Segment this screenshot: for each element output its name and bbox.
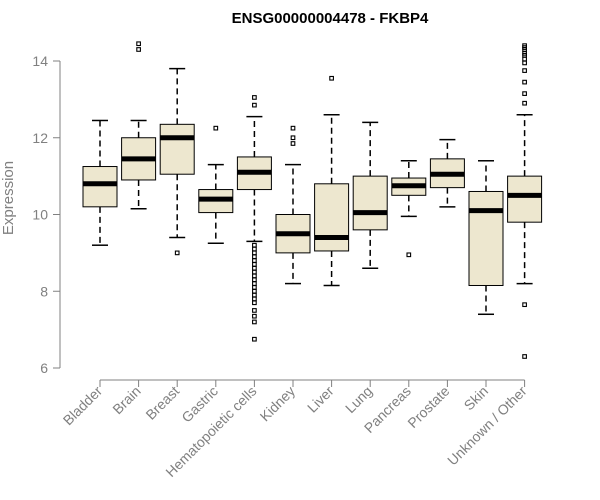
outlier-point [522,354,527,359]
outlier-point [252,288,257,294]
iqr-box [314,183,350,252]
box-prostate [429,138,465,208]
outlier-point [252,246,257,252]
box-bladder [82,119,118,246]
outlier-point [252,336,257,342]
x-tick-label: Skin [461,383,492,414]
outlier-point [252,95,257,100]
iqr-box [352,175,388,231]
outlier-point [174,250,180,256]
outlier-point [290,125,296,131]
outlier-point [136,41,141,47]
outlier-point [252,300,257,306]
outlier-point [252,281,257,286]
iqr-box [82,166,118,208]
x-tick-label: Bladder [60,383,106,429]
outlier-point [252,273,257,279]
iqr-box [507,175,543,223]
outlier-point [252,254,257,260]
outlier-point [252,292,257,298]
box-skin [468,160,504,316]
outlier-point [522,56,527,62]
outlier-point [522,100,527,106]
box-kidney [275,125,311,285]
outlier-point [252,308,257,313]
y-tick-label: 6 [40,360,48,376]
outlier-point [136,47,141,52]
x-tick-label: Brain [109,383,143,417]
outlier-point [522,79,527,85]
outlier-point [290,135,296,141]
outlier-point [252,265,257,271]
iqr-box [159,123,195,175]
y-tick-label: 8 [40,283,48,299]
x-tick-label: Lung [342,383,375,416]
outlier-point [406,252,412,258]
outlier-point [290,141,296,146]
box-breast [159,67,195,256]
outlier-point [522,60,527,66]
outlier-point [329,75,334,81]
outlier-point [522,302,527,308]
outlier-point [252,313,257,319]
x-tick-label: Prostate [404,383,452,431]
outlier-point [252,296,257,302]
outlier-point [252,285,257,290]
box-lung [352,121,388,269]
outlier-point [522,43,527,48]
outlier-point [252,242,257,248]
plot-area [82,41,543,359]
y-axis-title: Expression [0,161,17,235]
box-hematopoietic-cells [236,95,272,342]
outlier-point [252,262,257,267]
box-unknown-other [507,43,543,359]
outlier-point [213,125,219,131]
x-tick-label: Liver [304,383,337,416]
y-tick-label: 12 [32,130,48,146]
y-axis: 6 8 10 12 14 [32,53,61,376]
outlier-point [252,277,257,283]
outlier-point [252,319,257,325]
outlier-point [252,269,257,275]
box-gastric [198,125,234,245]
outlier-point [522,68,527,73]
outlier-point [252,102,257,108]
chart-title: ENSG00000004478 - FKBP4 [232,10,429,27]
box-brain [121,41,157,210]
outlier-point [252,250,257,256]
box-pancreas [391,160,427,258]
box-liver [314,75,350,287]
x-tick-label: Breast [142,383,182,423]
y-tick-label: 10 [32,207,48,223]
y-tick-label: 14 [32,53,48,69]
x-tick-label: Kidney [257,383,299,425]
iqr-box [468,190,504,286]
outlier-point [522,91,527,96]
outlier-point [252,258,257,263]
